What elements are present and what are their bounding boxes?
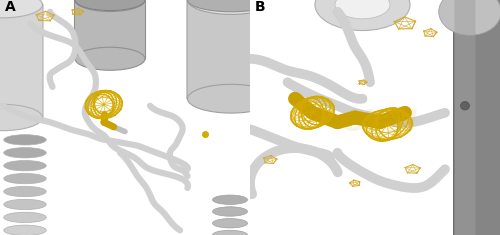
Ellipse shape (0, 104, 42, 131)
Ellipse shape (4, 161, 46, 171)
Ellipse shape (212, 219, 248, 228)
Ellipse shape (4, 225, 46, 235)
Ellipse shape (4, 199, 46, 210)
Ellipse shape (4, 173, 46, 184)
Circle shape (460, 102, 469, 110)
Ellipse shape (439, 0, 500, 35)
Text: A: A (5, 0, 16, 14)
Ellipse shape (75, 0, 145, 11)
Text: CUM: CUM (341, 108, 419, 137)
FancyBboxPatch shape (454, 0, 500, 235)
Ellipse shape (212, 195, 248, 204)
Ellipse shape (188, 0, 275, 14)
Ellipse shape (75, 0, 145, 12)
Ellipse shape (315, 0, 410, 31)
Ellipse shape (335, 0, 390, 19)
Ellipse shape (188, 84, 275, 113)
Ellipse shape (188, 0, 275, 12)
Ellipse shape (4, 212, 46, 223)
FancyBboxPatch shape (0, 4, 43, 118)
Ellipse shape (4, 135, 46, 145)
Ellipse shape (4, 186, 46, 197)
FancyBboxPatch shape (454, 0, 475, 235)
Ellipse shape (75, 47, 145, 70)
FancyBboxPatch shape (74, 0, 146, 59)
Ellipse shape (0, 0, 42, 18)
Ellipse shape (4, 148, 46, 158)
Text: B: B (255, 0, 266, 14)
Ellipse shape (212, 207, 248, 216)
Ellipse shape (212, 230, 248, 235)
FancyBboxPatch shape (187, 0, 276, 99)
